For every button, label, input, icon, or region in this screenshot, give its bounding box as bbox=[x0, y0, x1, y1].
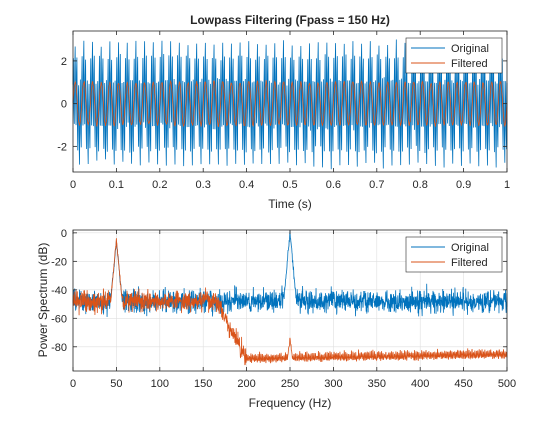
x-tick-label: 0 bbox=[70, 378, 76, 390]
y-tick-label: 0 bbox=[61, 99, 67, 111]
x-tick-label: 1 bbox=[504, 179, 510, 191]
time-plot-lines bbox=[72, 39, 508, 170]
y-tick-label: -20 bbox=[51, 256, 67, 268]
spectrum-ylabel: Power Spectrum (dB) bbox=[36, 243, 50, 358]
legend-box bbox=[405, 37, 503, 74]
y-tick-label: -80 bbox=[51, 342, 67, 354]
x-tick-label: 250 bbox=[281, 378, 299, 390]
x-tick-label: 500 bbox=[498, 378, 516, 390]
y-tick-label: 0 bbox=[61, 228, 67, 240]
time-plot-xlabel: Time (s) bbox=[268, 197, 312, 211]
x-tick-label: 450 bbox=[454, 378, 472, 390]
legend-box bbox=[405, 236, 503, 273]
y-tick-label: -60 bbox=[51, 313, 67, 325]
x-tick-label: 0.9 bbox=[456, 179, 471, 191]
spectrum-xlabel: Frequency (Hz) bbox=[249, 396, 332, 410]
x-tick-label: 0.4 bbox=[239, 179, 254, 191]
series-filtered-line bbox=[72, 79, 508, 128]
time-plot-legend: Original Filtered bbox=[405, 37, 503, 74]
x-tick-label: 150 bbox=[194, 378, 212, 390]
x-tick-label: 50 bbox=[110, 378, 122, 390]
y-tick-label: -40 bbox=[51, 285, 67, 297]
x-tick-label: 0 bbox=[70, 179, 76, 191]
y-tick-label: -2 bbox=[57, 141, 67, 153]
frequency-domain-plot: 0 50 100 150 200 250 300 350 400 450 500 0 -20 -40 -60… bbox=[36, 228, 516, 410]
x-tick-label: 300 bbox=[324, 378, 342, 390]
x-tick-label: 350 bbox=[368, 378, 386, 390]
x-tick-label: 0.8 bbox=[413, 179, 428, 191]
x-tick-label: 400 bbox=[411, 378, 429, 390]
spectrum-legend: Original Filtered bbox=[405, 236, 503, 273]
spectrum-ticks: 0 50 100 150 200 250 300 350 400 450 500 0 -20 -40 -60… bbox=[51, 228, 516, 390]
x-tick-label: 200 bbox=[237, 378, 255, 390]
series-original-line bbox=[72, 39, 508, 170]
spectrum-filtered-line bbox=[72, 238, 508, 366]
legend-original-label: Original bbox=[451, 242, 489, 254]
y-tick-label: 2 bbox=[61, 56, 67, 68]
legend-original-label: Original bbox=[451, 43, 489, 55]
x-tick-label: 0.3 bbox=[196, 179, 211, 191]
x-tick-label: 0.7 bbox=[369, 179, 384, 191]
x-tick-label: 0.2 bbox=[152, 179, 167, 191]
x-tick-label: 0.5 bbox=[282, 179, 297, 191]
time-domain-plot: 0 0.1 0.2 0.3 0.4 0.5 0.6 0.7 0.8 0.9 1 -2 0 2 Lowpas… bbox=[57, 13, 510, 211]
legend-filtered-label: Filtered bbox=[451, 257, 488, 269]
time-plot-title: Lowpass Filtering (Fpass = 150 Hz) bbox=[190, 13, 390, 27]
x-tick-label: 0.1 bbox=[109, 179, 124, 191]
legend-filtered-label: Filtered bbox=[451, 58, 488, 70]
time-plot-ticks: 0 0.1 0.2 0.3 0.4 0.5 0.6 0.7 0.8 0.9 1 -2 0 2 bbox=[57, 31, 510, 191]
x-tick-label: 0.6 bbox=[326, 179, 341, 191]
x-tick-label: 100 bbox=[151, 378, 169, 390]
